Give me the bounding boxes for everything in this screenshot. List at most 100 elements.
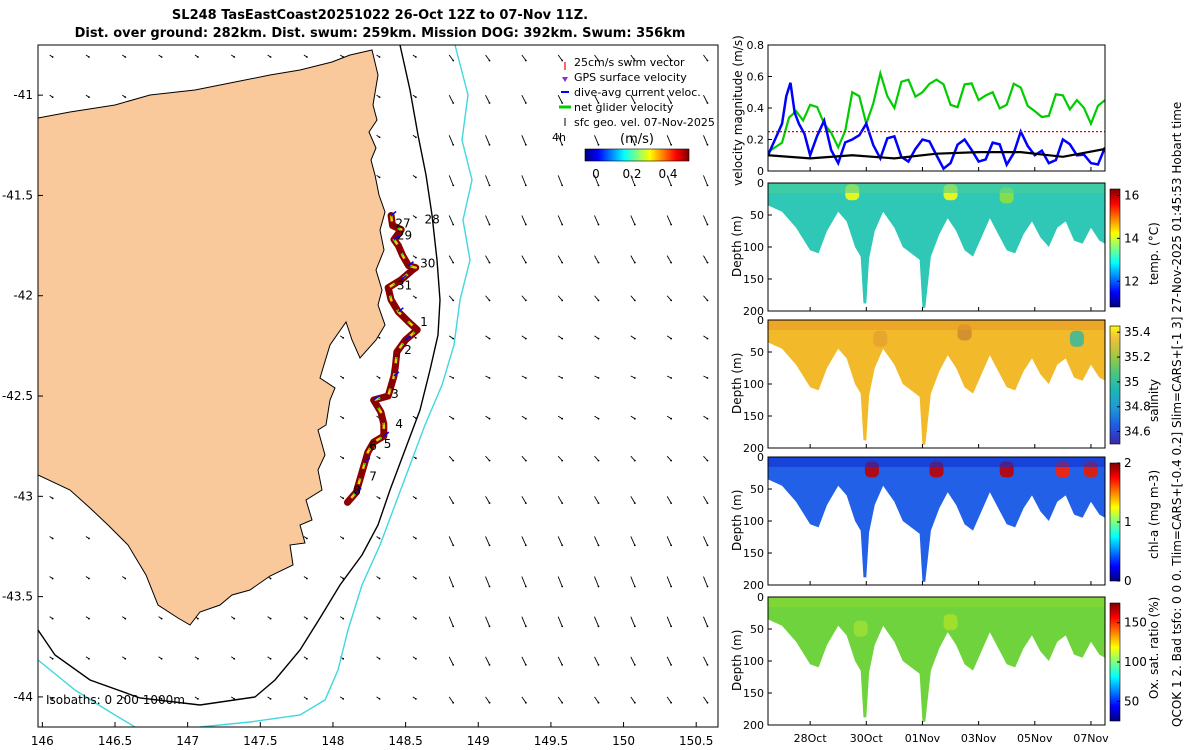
section-surface-band xyxy=(768,320,1105,330)
quiver-head xyxy=(233,56,236,58)
quiver-arrow xyxy=(448,656,454,666)
quiver-arrow xyxy=(703,656,708,666)
section-ytick-label-0: 0 xyxy=(757,591,764,604)
quiver-head xyxy=(524,377,527,379)
velocity-ytick-label-1: 0.2 xyxy=(747,134,765,147)
section-fill xyxy=(768,457,1105,582)
map-ytick-label-3: -42.5 xyxy=(2,389,33,403)
velocity-series-1 xyxy=(768,82,1105,171)
colorbar-tick-label-2: 35 xyxy=(1124,375,1139,389)
quiver-arrow xyxy=(448,696,454,703)
section-ytick-label-2: 100 xyxy=(743,655,764,668)
quiver-head xyxy=(269,56,272,58)
day-label-10: 6 xyxy=(369,439,377,453)
quiver-head xyxy=(160,617,163,620)
quiver-head xyxy=(378,657,381,660)
side-settings: QCOK 1 2. Bad tsfo: 0 0 0. Tlim=CARS+[-0… xyxy=(1170,316,1184,727)
quiver-head xyxy=(488,337,491,340)
quiver-head xyxy=(452,544,455,547)
quiver-head xyxy=(414,497,417,500)
quiver-arrow xyxy=(557,496,563,504)
quiver-head xyxy=(305,577,308,580)
quiver-head xyxy=(269,698,272,700)
quiver-head xyxy=(269,617,272,620)
quiver-head xyxy=(269,657,272,660)
quiver-head xyxy=(414,96,417,99)
quiver-head xyxy=(524,59,527,62)
quiver-arrow xyxy=(666,135,672,145)
quiver-head xyxy=(561,701,564,704)
quiver-head xyxy=(51,497,54,500)
quiver-head xyxy=(706,701,709,704)
quiver-head xyxy=(670,417,673,420)
quiver-arrow xyxy=(630,215,636,225)
quiver-head xyxy=(414,136,417,139)
quiver-arrow xyxy=(703,536,708,546)
quiver-head xyxy=(488,663,491,666)
quiver-head xyxy=(452,459,455,462)
section-ylabel: Depth (m) xyxy=(730,630,744,691)
isobath-200m xyxy=(38,45,441,706)
quiver-arrow xyxy=(594,616,599,627)
section-colorbar-label: temp. (°C) xyxy=(1147,222,1161,285)
map-xtick-label-1: 146.5 xyxy=(98,734,132,748)
quiver-head xyxy=(452,102,455,104)
day-label-7: 3 xyxy=(391,387,399,401)
quiver-arrow xyxy=(521,54,527,61)
section-colorbar xyxy=(1109,325,1121,445)
quiver-arrow xyxy=(594,215,599,225)
section-ylabel: Depth (m) xyxy=(730,353,744,414)
quiver-head xyxy=(597,337,600,340)
section-colorbar-label: salinity xyxy=(1147,379,1161,422)
day-label-8: 4 xyxy=(395,417,403,431)
colorbar-tick-label-2: 16 xyxy=(1124,188,1139,202)
quiver-arrow xyxy=(448,175,454,186)
quiver-head xyxy=(706,417,709,420)
quiver-arrow xyxy=(521,295,527,301)
quiver-head xyxy=(561,459,564,462)
quiver-head xyxy=(488,184,491,187)
quiver-head xyxy=(378,377,381,379)
quiver-head xyxy=(706,261,709,264)
quiver-arrow xyxy=(594,455,599,461)
quiver-arrow xyxy=(557,135,563,145)
quiver-head xyxy=(452,585,455,588)
quiver-head xyxy=(524,625,527,628)
quiver-head xyxy=(633,502,636,504)
velocity-ytick-label-0: 0 xyxy=(757,165,764,178)
quiver-head xyxy=(597,502,600,504)
quiver-head xyxy=(233,657,236,660)
quiver-head xyxy=(670,102,673,104)
quiver-head xyxy=(88,577,90,580)
quiver-head xyxy=(378,457,381,460)
day-label-9: 5 xyxy=(384,437,392,451)
quiver-arrow xyxy=(666,616,672,627)
quiver-head xyxy=(561,59,564,62)
quiver-head xyxy=(561,337,564,340)
quiver-head xyxy=(488,59,491,62)
map-ytick-label-6: -44 xyxy=(13,690,33,704)
quiver-head xyxy=(524,261,527,264)
quiver-head xyxy=(597,459,600,462)
quiver-head xyxy=(342,417,345,419)
quiver-head xyxy=(633,663,636,666)
quiver-head xyxy=(561,544,564,547)
velocity-ylabel: velocity magnitude (m/s) xyxy=(731,35,745,186)
track-dac-vector xyxy=(408,261,414,267)
quiver-arrow xyxy=(521,135,527,145)
quiver-arrow xyxy=(666,54,672,61)
quiver-head xyxy=(124,698,127,700)
quiver-arrow xyxy=(630,656,636,666)
map-xtick-label-7: 149.5 xyxy=(534,734,568,748)
figure-title-line2: Dist. over ground: 282km. Dist. swum: 25… xyxy=(74,26,686,41)
map-xtick-label-5: 148.5 xyxy=(388,734,422,748)
section-salinity: 0 50 100 150 200 Depth (m) 34.6 34.8 35 35.2 35.4 s… xyxy=(730,314,1161,455)
day-label-5: 1 xyxy=(420,315,428,329)
quiver-arrow xyxy=(485,54,490,61)
quiver-head xyxy=(488,502,491,504)
quiver-head xyxy=(452,143,455,146)
track-day-labels: 27 28 29 30 31 12 3 456 78 xyxy=(353,213,439,498)
quiver-arrow xyxy=(485,215,490,225)
quiver-head xyxy=(452,417,455,420)
